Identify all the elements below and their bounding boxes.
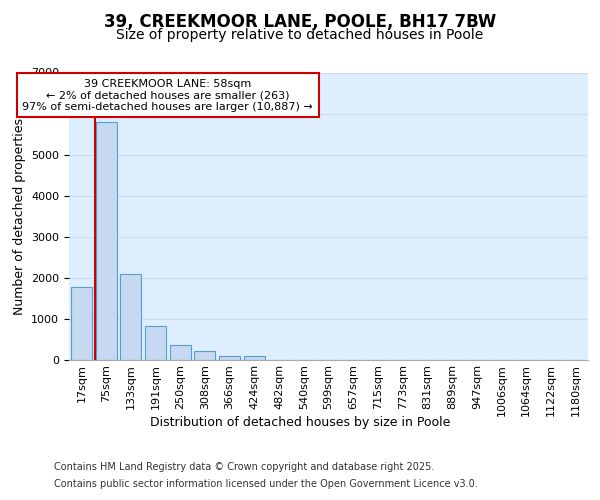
Bar (120, 274, 141, 360)
Bar (95, 122, 116, 360)
Text: Distribution of detached houses by size in Poole: Distribution of detached houses by size … (150, 416, 450, 429)
Text: 39 CREEKMOOR LANE: 58sqm
← 2% of detached houses are smaller (263)
97% of semi-d: 39 CREEKMOOR LANE: 58sqm ← 2% of detache… (22, 78, 313, 112)
Text: Contains public sector information licensed under the Open Government Licence v3: Contains public sector information licen… (54, 479, 478, 489)
Text: Size of property relative to detached houses in Poole: Size of property relative to detached ho… (116, 28, 484, 42)
Bar (145, 326, 166, 360)
Bar (244, 356, 265, 360)
Bar (71, 287, 92, 360)
Text: Contains HM Land Registry data © Crown copyright and database right 2025.: Contains HM Land Registry data © Crown c… (54, 462, 434, 472)
Bar (219, 356, 240, 360)
Y-axis label: Number of detached properties: Number of detached properties (13, 118, 26, 315)
Text: 39, CREEKMOOR LANE, POOLE, BH17 7BW: 39, CREEKMOOR LANE, POOLE, BH17 7BW (104, 12, 496, 30)
Bar (194, 350, 215, 360)
Bar (170, 345, 191, 360)
